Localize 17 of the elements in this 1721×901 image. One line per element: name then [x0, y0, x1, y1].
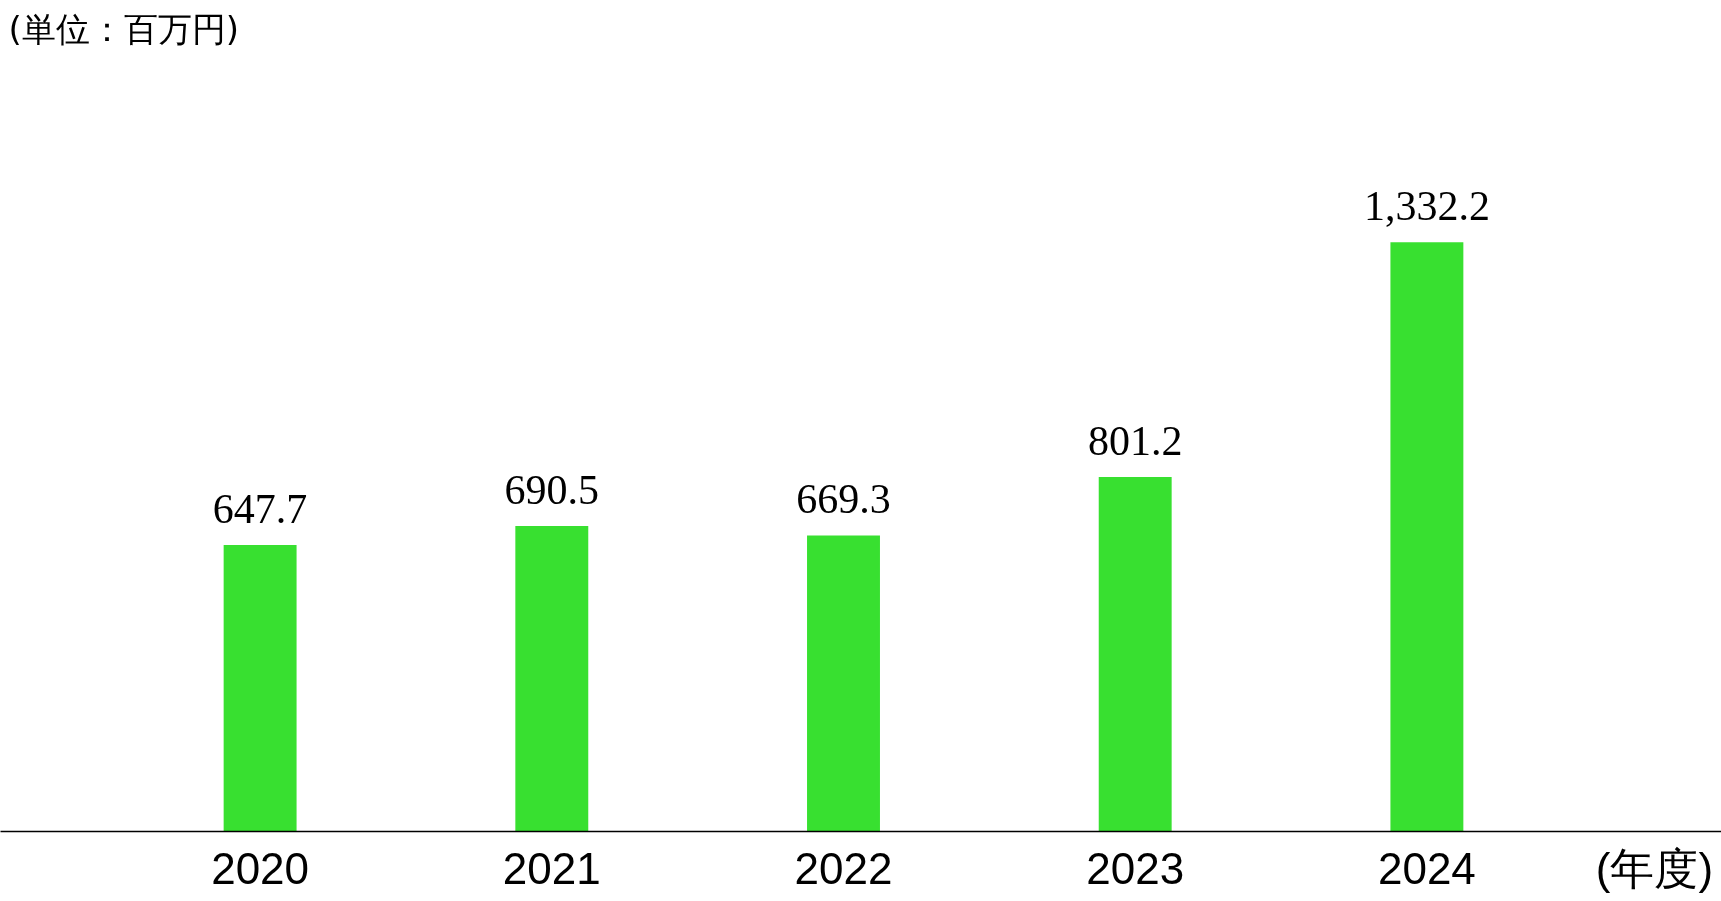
data-label: 801.2: [1087, 418, 1183, 465]
data-label: 669.3: [796, 476, 891, 523]
x-axis-title: (年度): [1595, 843, 1714, 893]
bar: [223, 544, 297, 832]
x-tick-label: 2023: [1086, 843, 1185, 893]
x-tick-label: 2021: [502, 843, 601, 893]
bar: [1098, 477, 1172, 832]
data-label: 690.5: [504, 467, 600, 514]
x-tick-label: 2024: [1377, 843, 1476, 893]
data-label: 647.7: [212, 485, 308, 532]
x-tick-label: 2020: [211, 843, 310, 893]
x-tick-label: 2022: [794, 843, 893, 893]
bar: [1390, 242, 1464, 832]
data-label: 1,332.2: [1363, 183, 1490, 230]
text: (単位：百万円): [8, 8, 240, 49]
bar: [515, 526, 589, 832]
bar: [807, 535, 880, 832]
